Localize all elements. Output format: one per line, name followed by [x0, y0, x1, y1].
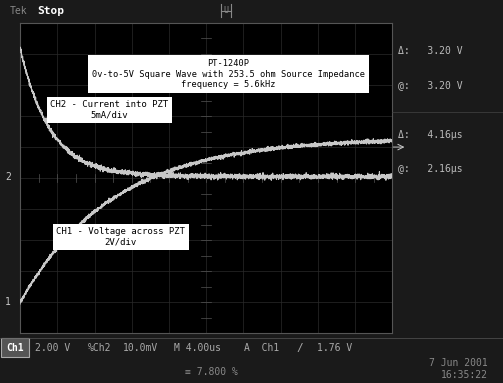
Text: @:   2.16μs: @: 2.16μs	[398, 164, 462, 174]
Text: ≡ 7.800 %: ≡ 7.800 %	[185, 367, 238, 377]
Text: %Ch2: %Ch2	[88, 343, 112, 353]
Text: Δ:   4.16μs: Δ: 4.16μs	[398, 130, 462, 140]
Text: M 4.00us: M 4.00us	[174, 343, 220, 353]
Text: Δ:   3.20 V: Δ: 3.20 V	[398, 46, 462, 56]
Text: Tek: Tek	[10, 5, 28, 16]
Text: 1.76 V: 1.76 V	[317, 343, 352, 353]
Text: Stop: Stop	[38, 5, 65, 16]
Text: /: /	[297, 343, 303, 353]
Text: 2: 2	[5, 172, 11, 182]
Text: PT-1240P
0v-to-5V Square Wave with 253.5 ohm Source Impedance
frequency = 5.6kHz: PT-1240P 0v-to-5V Square Wave with 253.5…	[92, 59, 365, 89]
Text: @:   3.20 V: @: 3.20 V	[398, 80, 462, 90]
Text: 1: 1	[5, 297, 11, 307]
Text: 2.00 V: 2.00 V	[35, 343, 70, 353]
Text: A  Ch1: A Ch1	[244, 343, 279, 353]
Text: CH1 - Voltage across PZT
2V/div: CH1 - Voltage across PZT 2V/div	[56, 228, 185, 247]
Text: CH2 - Current into PZT
5mA/div: CH2 - Current into PZT 5mA/div	[50, 100, 169, 119]
Text: Ch1: Ch1	[6, 343, 24, 353]
Text: 10.0mV: 10.0mV	[123, 343, 158, 353]
Text: U: U	[224, 6, 229, 15]
Text: 7 Jun 2001
16:35:22: 7 Jun 2001 16:35:22	[429, 358, 488, 380]
FancyBboxPatch shape	[1, 338, 29, 357]
